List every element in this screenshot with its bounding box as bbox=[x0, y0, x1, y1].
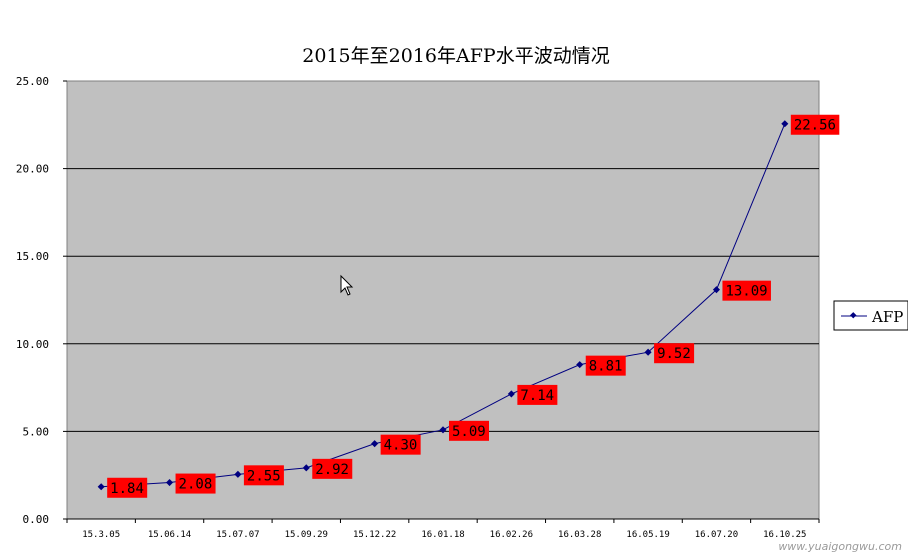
plot-area bbox=[66, 80, 820, 520]
x-tick-label: 16.07.20 bbox=[695, 530, 738, 540]
data-point bbox=[234, 470, 242, 478]
x-tick-label: 15.3.05 bbox=[82, 530, 120, 540]
y-axis: 0.00 5.00 10.00 15.00 20.00 25.00 bbox=[16, 75, 67, 526]
data-label-bg bbox=[517, 384, 558, 405]
y-tick-label: 10.00 bbox=[16, 338, 49, 351]
data-point bbox=[97, 483, 105, 491]
mouse-cursor-icon bbox=[340, 274, 354, 296]
chart-title: 2015年至2016年AFP水平波动情况 bbox=[302, 45, 609, 67]
data-label-bg bbox=[585, 355, 626, 376]
data-label: 5.09 bbox=[452, 424, 486, 440]
y-tick-label: 20.00 bbox=[16, 163, 49, 176]
x-tick-label: 16.03.28 bbox=[558, 530, 601, 540]
data-label-bg bbox=[243, 465, 284, 486]
legend: AFP bbox=[833, 300, 908, 331]
data-label-bg bbox=[722, 280, 771, 301]
x-tick-label: 15.12.22 bbox=[353, 530, 396, 540]
legend-label: AFP bbox=[871, 308, 903, 326]
data-label-bg bbox=[380, 434, 421, 455]
data-label-bg bbox=[312, 458, 353, 479]
data-point bbox=[166, 479, 174, 487]
data-label-bg bbox=[790, 114, 840, 135]
data-point bbox=[302, 464, 310, 472]
data-label: 2.08 bbox=[179, 477, 213, 493]
x-tick-label: 16.01.18 bbox=[421, 530, 464, 540]
x-tick-label: 16.02.26 bbox=[490, 530, 533, 540]
x-tick-label: 16.05.19 bbox=[626, 530, 669, 540]
x-axis: 15.3.05 15.06.14 15.07.07 15.09.29 15.12.22 1… bbox=[66, 518, 820, 540]
data-label: 2.92 bbox=[315, 462, 349, 478]
x-tick-label: 15.09.29 bbox=[285, 530, 328, 540]
data-label: 9.52 bbox=[657, 346, 691, 362]
data-label-bg bbox=[449, 420, 489, 441]
data-label: 7.14 bbox=[520, 388, 554, 404]
data-point bbox=[781, 120, 789, 128]
y-tick-label: 15.00 bbox=[16, 250, 49, 263]
y-tick-label: 25.00 bbox=[16, 75, 49, 88]
y-tick-label: 0.00 bbox=[23, 513, 50, 526]
data-point bbox=[439, 426, 447, 434]
data-point bbox=[712, 286, 720, 294]
data-label: 2.55 bbox=[247, 468, 281, 484]
data-point bbox=[644, 348, 652, 356]
y-tick-label: 5.00 bbox=[23, 425, 50, 438]
data-label: 22.56 bbox=[794, 118, 836, 134]
data-label: 1.84 bbox=[110, 481, 144, 497]
data-label-bg bbox=[107, 477, 148, 498]
watermark: www.yuaigongwu.com bbox=[778, 540, 902, 553]
data-point bbox=[371, 440, 379, 448]
data-label: 13.09 bbox=[725, 284, 767, 300]
data-label-bg bbox=[654, 343, 695, 364]
data-point bbox=[507, 390, 515, 398]
data-labels: 1.84 2.08 2.55 2.92 4.30 5.09 7.14 8.81 9.52 13.0… bbox=[107, 114, 840, 498]
data-label-bg bbox=[175, 473, 216, 494]
data-label: 8.81 bbox=[589, 359, 623, 375]
data-point bbox=[576, 361, 584, 369]
data-label: 4.30 bbox=[384, 438, 418, 454]
x-tick-label: 15.07.07 bbox=[216, 530, 259, 540]
x-tick-label: 16.10.25 bbox=[763, 530, 806, 540]
x-tick-label: 15.06.14 bbox=[148, 530, 191, 540]
